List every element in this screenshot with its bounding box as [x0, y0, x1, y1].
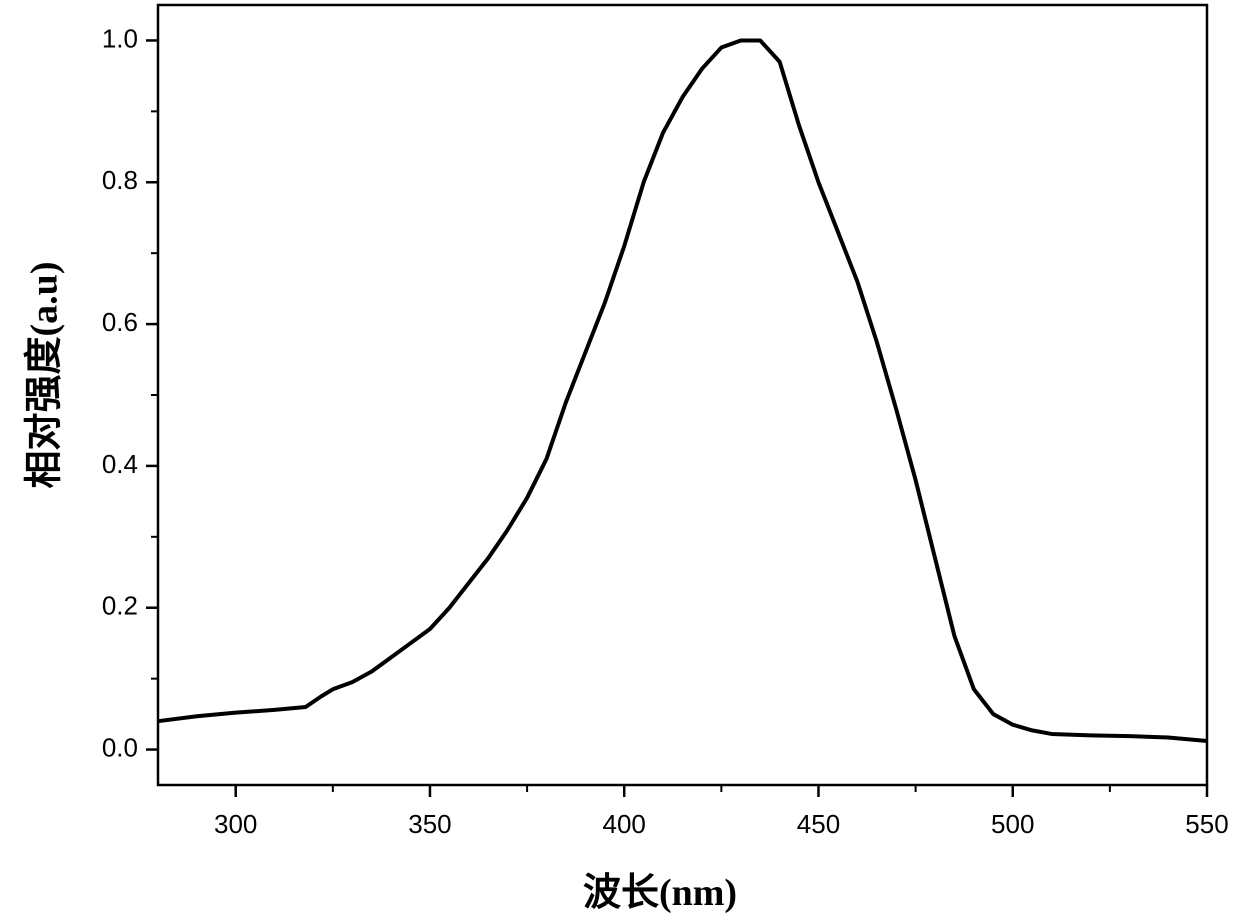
data-line — [158, 40, 1207, 741]
x-tick-label: 450 — [797, 809, 840, 839]
y-axis-label: 相对强度(a.u) — [24, 262, 66, 489]
x-tick-label: 550 — [1185, 809, 1228, 839]
x-axis-label: 波长(nm) — [583, 872, 737, 914]
x-tick-label: 300 — [214, 809, 257, 839]
x-tick-label: 400 — [603, 809, 646, 839]
y-tick-label: 0.2 — [102, 591, 138, 621]
plot-frame — [158, 5, 1207, 785]
y-tick-label: 0.4 — [102, 449, 138, 479]
x-tick-label: 350 — [408, 809, 451, 839]
y-tick-label: 0.6 — [102, 307, 138, 337]
y-tick-label: 1.0 — [102, 23, 138, 53]
y-tick-label: 0.0 — [102, 732, 138, 762]
x-tick-label: 500 — [991, 809, 1034, 839]
y-tick-label: 0.8 — [102, 165, 138, 195]
